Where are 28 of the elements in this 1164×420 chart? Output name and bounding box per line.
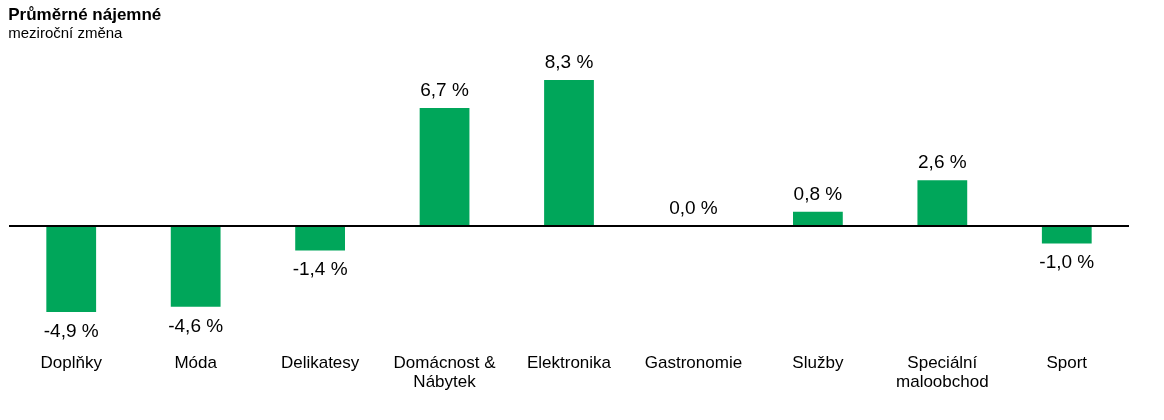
data-label: 2,6 %: [918, 151, 967, 173]
data-label: -1,0 %: [1039, 251, 1095, 273]
data-label: -4,6 %: [168, 314, 224, 336]
data-label: 0,8 %: [793, 182, 843, 204]
x-tick-label: Domácnost & Nábytek: [393, 352, 497, 391]
x-tick-label: Elektronika: [526, 352, 612, 372]
chart-subtitle: meziroční změna: [8, 24, 124, 41]
bar: [793, 211, 843, 226]
x-tick-label: Doplňky: [40, 352, 103, 372]
x-tick-label: Sport: [1046, 352, 1088, 372]
data-label: 6,7 %: [420, 79, 469, 101]
x-tick-label: Gastronomie: [644, 352, 743, 372]
x-tick-label: Delikatesy: [280, 352, 360, 372]
x-tick-label: Móda: [174, 352, 218, 372]
data-label: -1,4 %: [292, 258, 348, 280]
x-tick-label: Služby: [792, 352, 844, 372]
bar: [917, 180, 968, 226]
bar: [1041, 225, 1092, 244]
bar: [46, 225, 97, 312]
data-label: -4,9 %: [43, 320, 99, 341]
bar: [295, 225, 345, 251]
data-label: 8,3 %: [544, 51, 594, 72]
data-label: 0,0 %: [669, 196, 718, 218]
chart-title: Průměrné nájemné: [8, 5, 162, 24]
x-tick-label: Speciální maloobchod: [896, 352, 989, 391]
bar: [170, 225, 221, 307]
bar: [544, 80, 594, 226]
bar: [419, 108, 470, 226]
